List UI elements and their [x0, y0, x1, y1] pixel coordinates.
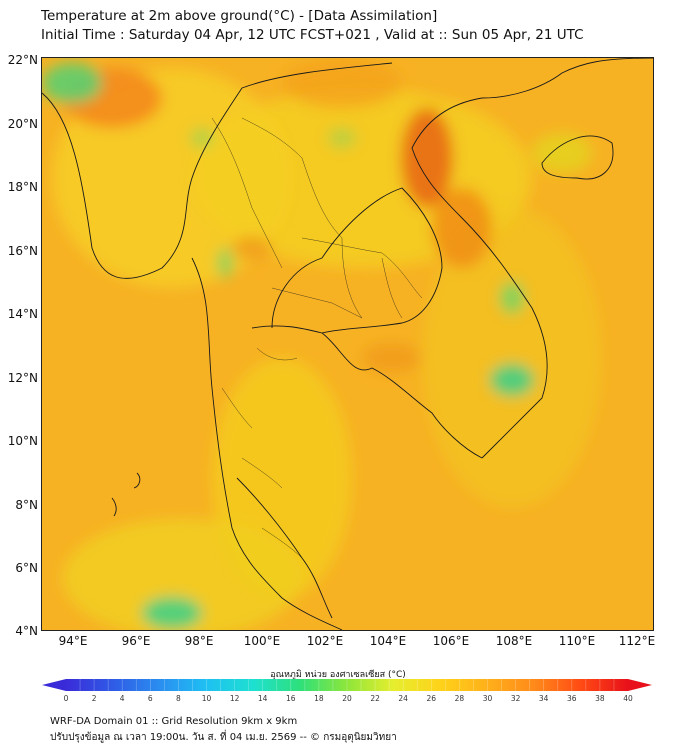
temperature-map [41, 57, 654, 631]
colorbar-tick-label: 2 [91, 694, 97, 703]
lon-label-112e: 112°E [618, 634, 656, 648]
lat-label-22n: 22°N [7, 53, 38, 67]
colorbar-high-arrow [628, 679, 652, 691]
footer-update-info: ปรับปรุงข้อมูล ณ เวลา 19:00น. วัน ส. ที่… [50, 732, 397, 743]
colorbar-tick-label: 32 [510, 694, 521, 703]
colorbar-label: อุณหภูมิ หน่วย องศาเซลเซียส (°C) [270, 670, 406, 680]
lat-label-10n: 10°N [7, 434, 38, 448]
colorbar-tick-label: 20 [342, 694, 352, 703]
lon-label-106e: 106°E [432, 634, 470, 648]
lat-label-14n: 14°N [7, 307, 38, 321]
colorbar-tick-label: 38 [595, 694, 605, 703]
colorbar-tick-label: 30 [482, 694, 493, 703]
colorbar-tick-label: 36 [567, 694, 577, 703]
colorbar-tick-label: 16 [286, 694, 296, 703]
colorbar-tick-label: 10 [201, 694, 212, 703]
lat-label-16n: 16°N [7, 244, 38, 258]
lon-label-102e: 102°E [306, 634, 344, 648]
lat-label-8n: 8°N [15, 498, 38, 512]
colorbar-tick-label: 0 [63, 694, 69, 703]
colorbar-gradient [66, 679, 628, 691]
lon-label-96e: 96°E [121, 634, 151, 648]
lon-label-110e: 110°E [558, 634, 596, 648]
colorbar [42, 679, 652, 691]
map-title: Temperature at 2m above ground(°C) - [Da… [41, 8, 438, 24]
lat-label-6n: 6°N [15, 561, 38, 575]
lon-label-108e: 108°E [495, 634, 533, 648]
colorbar-tick-label: 4 [119, 694, 125, 703]
colorbar-low-arrow [42, 679, 66, 691]
colorbar-tick-label: 14 [257, 694, 268, 703]
lon-label-98e: 98°E [184, 634, 214, 648]
lat-label-4n: 4°N [15, 624, 38, 638]
colorbar-tick-label: 8 [176, 694, 181, 703]
colorbar-tick-label: 40 [623, 694, 633, 703]
lat-label-18n: 18°N [7, 180, 38, 194]
colorbar-tick-label: 28 [454, 694, 465, 703]
map-subtitle: Initial Time : Saturday 04 Apr, 12 UTC F… [41, 27, 584, 43]
lat-label-12n: 12°N [7, 371, 38, 385]
colorbar-tick-label: 6 [147, 694, 153, 703]
colorbar-tick-label: 24 [398, 694, 408, 703]
footer-model-info: WRF-DA Domain 01 :: Grid Resolution 9km … [50, 716, 298, 727]
colorbar-tick-label: 12 [229, 694, 240, 703]
colorbar-tick-label: 34 [538, 694, 549, 703]
lon-label-104e: 104°E [369, 634, 407, 648]
lat-label-20n: 20°N [7, 117, 38, 131]
colorbar-tick-label: 18 [314, 694, 324, 703]
lon-label-100e: 100°E [243, 634, 281, 648]
colorbar-tick-label: 26 [426, 694, 437, 703]
colorbar-tick-label: 22 [370, 694, 380, 703]
lon-label-94e: 94°E [58, 634, 88, 648]
